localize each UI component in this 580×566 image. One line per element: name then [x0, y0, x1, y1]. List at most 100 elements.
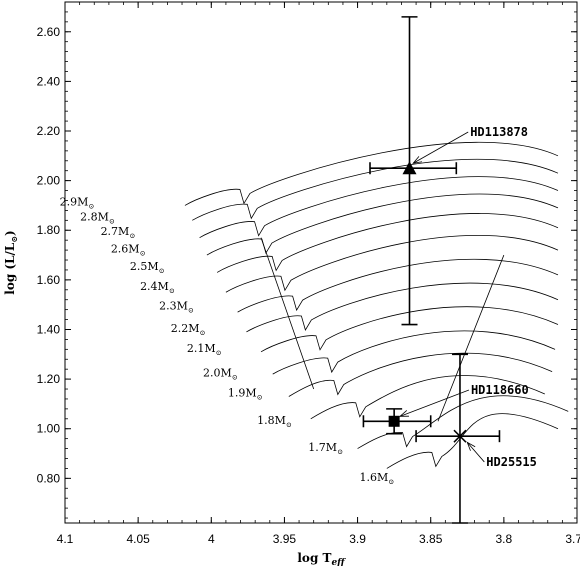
y-tick-label: 0.80: [37, 471, 61, 485]
x-tick-label: 4: [208, 532, 215, 546]
y-axis-title: log (L/L⊙): [3, 230, 19, 294]
cross-marker: [453, 429, 467, 443]
mass-label-text: 2.4M: [140, 280, 169, 293]
evolutionary-track: [357, 395, 569, 449]
mass-label: 2.7M⊙: [101, 225, 136, 240]
mass-label: 1.9M⊙: [228, 386, 263, 401]
evolutionary-track: [272, 330, 556, 375]
y-tick-label: 1.60: [37, 273, 61, 287]
x-tick-label: 4.1: [57, 532, 74, 546]
mass-label: 2.0M⊙: [203, 367, 238, 382]
mass-label-sun-symbol: ⊙: [337, 448, 343, 456]
evolutionary-track: [199, 176, 559, 239]
mass-label-sun-symbol: ⊙: [169, 287, 175, 295]
x-axis-title: log Teff: [297, 551, 346, 566]
star-label: HD118660: [471, 383, 529, 397]
mass-label: 2.6M⊙: [111, 243, 146, 258]
boundary-line: [260, 237, 315, 390]
mass-label: 1.6M⊙: [360, 471, 395, 486]
mass-label-text: 2.2M: [171, 322, 200, 335]
mass-label-sun-symbol: ⊙: [88, 202, 94, 210]
x-tick-label: 3.95: [273, 532, 297, 546]
mass-label-sun-symbol: ⊙: [159, 267, 165, 275]
evolutionary-track: [260, 306, 559, 353]
mass-label: 2.4M⊙: [140, 280, 175, 295]
mass-label-text: 2.0M: [203, 367, 232, 380]
mass-label-sun-symbol: ⊙: [140, 250, 146, 258]
annotation-arrow-shaft: [412, 131, 469, 164]
mass-label: 2.8M⊙: [80, 210, 115, 225]
annotation-arrow-shaft: [399, 389, 470, 417]
y-tick-label: 2.20: [37, 124, 61, 138]
x-tick-label: 3.8: [496, 532, 513, 546]
annotation-arrow-head: [398, 410, 409, 417]
evolutionary-track: [225, 234, 559, 293]
annotation-arrow-shaft: [466, 442, 485, 463]
x-axis-title-main: log T: [297, 551, 331, 565]
annotation-arrows: [398, 131, 485, 463]
mass-labels: 1.6M⊙1.7M⊙1.8M⊙1.9M⊙2.0M⊙2.1M⊙2.2M⊙2.3M⊙…: [60, 195, 395, 485]
y-axis-title-sun-symbol: ⊙: [9, 236, 19, 243]
mass-label-text: 2.6M: [111, 243, 140, 256]
mass-label-sun-symbol: ⊙: [216, 349, 222, 357]
x-axis-ticks: 4.1 4.05 4 3.95 3.9 3.85 3.8 3.75: [57, 2, 580, 546]
mass-label-text: 2.5M: [130, 260, 159, 273]
annotation-arrow-head: [466, 441, 476, 451]
mass-label-sun-symbol: ⊙: [286, 421, 292, 429]
square-marker: [388, 415, 400, 427]
x-tick-label: 3.9: [349, 532, 366, 546]
mass-label-text: 2.8M: [80, 210, 109, 223]
evolutionary-track: [246, 282, 559, 333]
y-tick-label: 2.60: [37, 25, 61, 39]
mass-label-text: 1.9M: [228, 386, 257, 399]
y-axis-title-close: ): [3, 230, 17, 236]
mass-label-text: 2.7M: [101, 225, 130, 238]
plot-frame: [64, 1, 578, 524]
x-tick-label: 4.05: [126, 532, 150, 546]
x-axis-title-subscript: eff: [331, 558, 346, 566]
mass-label-sun-symbol: ⊙: [257, 393, 263, 401]
mass-label-text: 2.1M: [187, 342, 216, 355]
y-tick-label: 2.00: [37, 174, 61, 188]
mass-label-text: 1.8M: [257, 414, 286, 427]
mass-label: 1.8M⊙: [257, 414, 292, 429]
star-markers: [388, 161, 467, 443]
star-label: HD25515: [486, 455, 537, 469]
y-axis-ticks: 0.80 1.00 1.20 1.40 1.60 1.80 2.00 2.20 2.40 2.60: [37, 11, 577, 519]
error-bars: [362, 16, 501, 524]
x-tick-label: 3.85: [419, 532, 443, 546]
mass-label: 2.5M⊙: [130, 260, 165, 275]
evolutionary-track: [237, 258, 559, 313]
star-labels: HD113878 HD118660 HD25515: [470, 125, 537, 469]
x-tick-label: 3.75: [565, 532, 580, 546]
y-tick-label: 1.40: [37, 322, 61, 336]
y-tick-label: 1.00: [37, 422, 61, 436]
evolutionary-track: [310, 375, 545, 420]
mass-label: 2.9M⊙: [60, 195, 95, 210]
evolutionary-track: [216, 213, 559, 273]
mass-label-sun-symbol: ⊙: [129, 232, 135, 240]
mass-label: 1.7M⊙: [308, 441, 343, 456]
evolutionary-track: [184, 141, 559, 206]
y-tick-label: 1.20: [37, 372, 61, 386]
mass-label-sun-symbol: ⊙: [232, 374, 238, 382]
boundary-line: [437, 254, 505, 422]
triangle-marker: [402, 161, 417, 175]
mass-label-sun-symbol: ⊙: [200, 329, 206, 337]
boundary-lines: [260, 237, 505, 422]
evolutionary-track: [288, 352, 553, 397]
star-label: HD113878: [470, 125, 528, 139]
mass-label-sun-symbol: ⊙: [188, 307, 194, 315]
mass-label-sun-symbol: ⊙: [388, 478, 394, 486]
y-axis-title-main: log (L/L: [3, 242, 17, 295]
mass-label-text: 1.6M: [360, 471, 389, 484]
evolutionary-tracks: [184, 141, 569, 469]
evolutionary-track: [206, 193, 559, 256]
mass-label: 2.1M⊙: [187, 342, 222, 357]
evolutionary-track: [192, 159, 559, 221]
mass-label: 2.2M⊙: [171, 322, 206, 337]
mass-label-text: 1.7M: [308, 441, 337, 454]
mass-label: 2.3M⊙: [159, 300, 194, 315]
mass-label-text: 2.3M: [159, 300, 188, 313]
